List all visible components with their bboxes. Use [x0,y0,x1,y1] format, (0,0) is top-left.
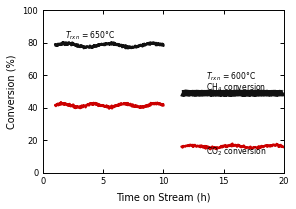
Y-axis label: Conversion (%): Conversion (%) [7,54,17,129]
Text: $T_{rxn}$ = 600°C: $T_{rxn}$ = 600°C [206,70,256,83]
Text: $T_{rxn}$ = 650°C: $T_{rxn}$ = 650°C [65,30,115,42]
Text: CH$_4$ conversion: CH$_4$ conversion [206,82,266,94]
Text: CO$_2$ conversion: CO$_2$ conversion [206,145,266,158]
X-axis label: Time on Stream (h): Time on Stream (h) [116,192,211,202]
